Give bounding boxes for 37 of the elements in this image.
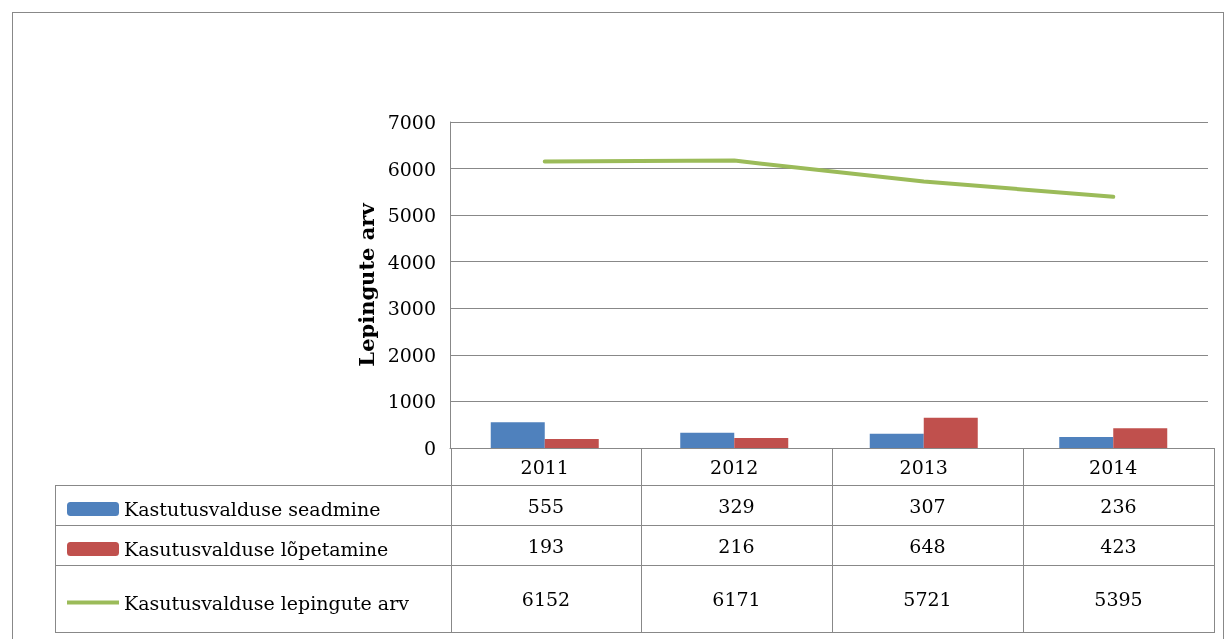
data-label: 6152	[451, 565, 641, 633]
data-label: 555	[451, 485, 641, 526]
data-label: 236	[1023, 485, 1214, 526]
bar	[1113, 428, 1168, 448]
x-tick-label: 2011	[520, 455, 569, 478]
y-tick-label: 0	[423, 437, 436, 459]
bar	[544, 439, 599, 448]
bar	[734, 437, 789, 448]
legend-label: Kastutusvalduse seadmine	[124, 498, 381, 520]
data-label: 216	[641, 525, 832, 566]
y-tick-label: 5000	[387, 204, 436, 227]
data-label: 5395	[1023, 565, 1214, 633]
y-tick-label: 1000	[387, 390, 436, 413]
data-label: 193	[451, 525, 641, 566]
bar	[869, 433, 924, 448]
bar	[680, 432, 735, 448]
y-tick-label: 2000	[387, 343, 436, 366]
data-label: 307	[832, 485, 1023, 526]
x-tick-label: 2014	[1089, 455, 1138, 478]
data-label: 6171	[641, 565, 832, 633]
y-tick-label: 6000	[387, 157, 436, 180]
x-tick-label: 2013	[899, 455, 948, 478]
y-axis-title: Lepingute arv	[353, 202, 379, 367]
data-label: 423	[1023, 525, 1214, 566]
data-label: 648	[832, 525, 1023, 566]
bar	[1059, 437, 1114, 448]
data-label: 329	[641, 485, 832, 526]
y-tick-label: 7000	[387, 111, 436, 133]
data-label: 5721	[832, 565, 1023, 633]
y-tick-label: 4000	[387, 250, 436, 273]
x-tick-label: 2012	[710, 455, 759, 478]
line-series	[542, 158, 1116, 199]
y-tick-label: 3000	[387, 297, 436, 320]
legend-label: Kasutusvalduse lõpetamine	[124, 538, 389, 560]
bar	[923, 417, 978, 448]
legend-label: Kasutusvalduse lepingute arv	[124, 591, 410, 614]
bar	[490, 422, 545, 448]
